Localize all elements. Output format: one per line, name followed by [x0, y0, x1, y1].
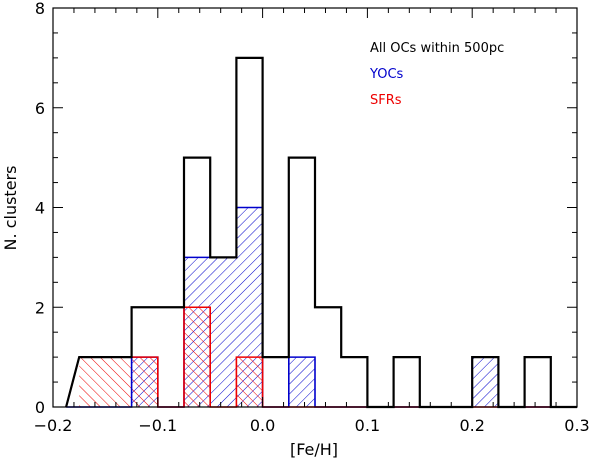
- histogram-bar-backward-hatch: [105, 357, 132, 407]
- histogram-bar-forward-hatch: [210, 257, 237, 407]
- y-tick-label: 8: [35, 0, 45, 18]
- histogram-bar-forward-hatch: [472, 357, 499, 407]
- y-tick-label: 0: [35, 398, 45, 417]
- x-tick-label: 0.1: [355, 416, 380, 435]
- y-tick-labels: 0 2 4 6 8: [35, 0, 45, 417]
- series-line-all: [65, 56, 577, 409]
- histogram-bar-forward-hatch: [288, 357, 315, 407]
- histogram-bar-backward-hatch: [236, 357, 263, 407]
- legend-entry-all: All OCs within 500pc: [370, 41, 504, 56]
- x-tick-label: −0.1: [138, 416, 177, 435]
- x-tick-label: 0.2: [459, 416, 484, 435]
- legend-entry-yocs: YOCs: [369, 67, 404, 82]
- axes: [52, 7, 578, 408]
- hatch-fills: [79, 207, 499, 407]
- y-tick-label: 6: [35, 99, 45, 118]
- x-tick-label: −0.2: [34, 416, 73, 435]
- y-tick-label: 4: [35, 199, 45, 218]
- legend: All OCs within 500pc YOCs SFRs: [369, 41, 504, 108]
- y-axis-title: N. clusters: [1, 166, 20, 251]
- histogram-bar-backward-hatch: [79, 357, 106, 407]
- histogram-bar-backward-hatch: [184, 307, 211, 407]
- x-axis-title: [Fe/H]: [290, 440, 338, 459]
- legend-entry-sfrs: SFRs: [370, 93, 402, 108]
- x-tick-label: 0.0: [250, 416, 275, 435]
- series-outlines: [65, 56, 577, 409]
- y-tick-label: 2: [35, 298, 45, 317]
- x-tick-labels: −0.2 −0.1 0.0 0.1 0.2 0.3: [34, 416, 590, 435]
- histogram-bar-backward-hatch: [131, 357, 158, 407]
- x-tick-label: 0.3: [564, 416, 589, 435]
